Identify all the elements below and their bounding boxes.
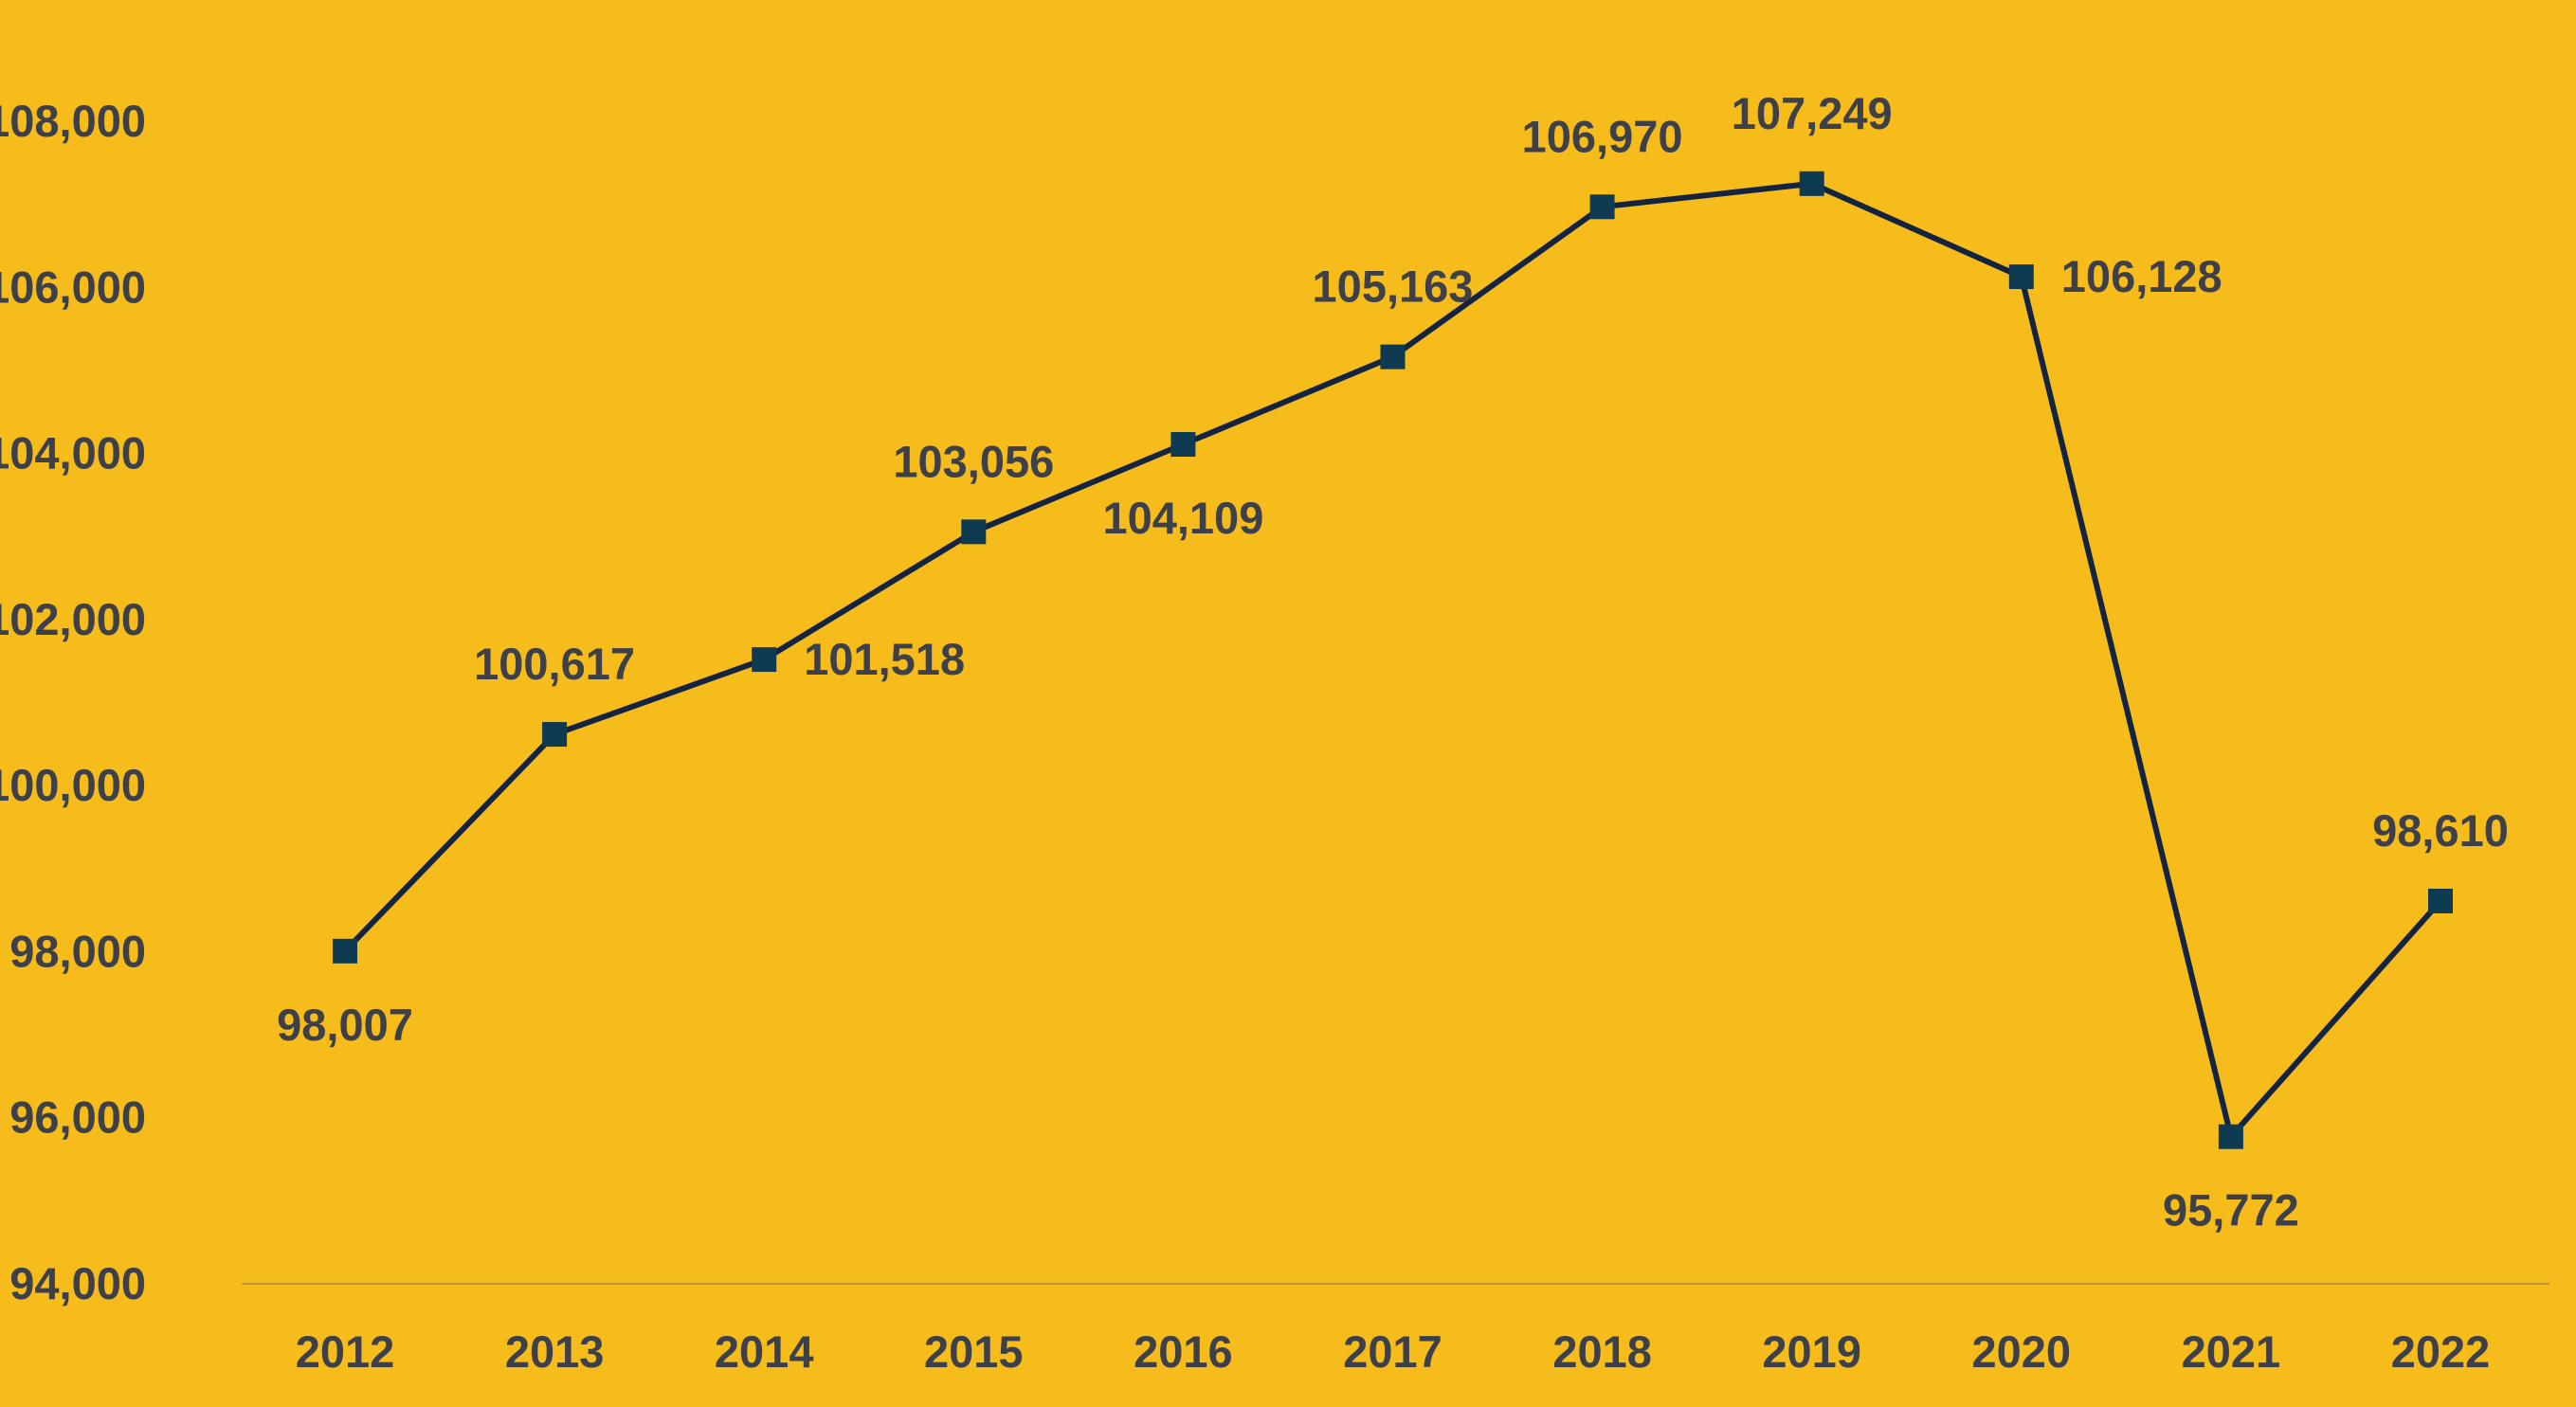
data-point-marker [1799, 171, 1824, 196]
data-labels: 98,007 100,617 101,518 103,056 104,109 105,16… [277, 88, 2509, 1236]
data-point-marker [752, 647, 777, 673]
data-label: 107,249 [1732, 88, 1893, 138]
data-label: 106,128 [2061, 251, 2222, 301]
data-label: 95,772 [2163, 1185, 2299, 1236]
data-label: 105,163 [1313, 262, 1474, 312]
series-line [342, 180, 2443, 1140]
x-tick-label: 2017 [1343, 1326, 1442, 1377]
data-label: 98,007 [277, 1000, 413, 1050]
y-tick-label: 108,000 [0, 96, 146, 146]
x-tick-label: 2013 [505, 1326, 605, 1377]
data-point-marker [2008, 264, 2034, 290]
y-tick-label: 100,000 [0, 760, 146, 810]
data-label: 100,617 [474, 639, 635, 689]
data-point-marker [1589, 194, 1615, 220]
y-tick-label: 102,000 [0, 594, 146, 644]
data-label: 98,610 [2372, 805, 2509, 856]
series-polyline [342, 180, 2443, 1140]
data-label: 106,970 [1522, 111, 1683, 161]
data-point-marker [1380, 344, 1406, 370]
data-point-marker [2428, 888, 2453, 913]
series-markers [333, 171, 2453, 1149]
x-tick-label: 2018 [1552, 1326, 1652, 1377]
x-tick-label: 2015 [924, 1326, 1024, 1377]
data-point-marker [542, 722, 568, 748]
data-point-marker [333, 938, 357, 964]
y-tick-label: 96,000 [9, 1092, 146, 1143]
data-label: 103,056 [893, 436, 1054, 486]
x-tick-label: 2022 [2391, 1326, 2491, 1377]
data-point-marker [961, 519, 987, 545]
x-tick-label: 2014 [715, 1326, 814, 1377]
y-tick-label: 98,000 [9, 926, 146, 976]
y-tick-label: 104,000 [0, 428, 146, 478]
x-tick-label: 2021 [2182, 1326, 2281, 1377]
x-axis: 2012 2013 2014 2015 2016 2017 2018 2019 2020 2021… [296, 1326, 2491, 1377]
y-tick-label: 94,000 [9, 1258, 146, 1308]
x-tick-label: 2019 [1762, 1326, 1861, 1377]
y-axis: 94,000 96,000 98,000 100,000 102,000 104,000 1… [0, 96, 146, 1308]
data-label: 104,109 [1102, 493, 1263, 543]
x-tick-label: 2020 [1972, 1326, 2072, 1377]
data-label: 101,518 [804, 634, 965, 684]
data-point-marker [1170, 432, 1196, 458]
x-tick-label: 2016 [1134, 1326, 1233, 1377]
y-tick-label: 106,000 [0, 262, 146, 312]
x-tick-label: 2012 [296, 1326, 395, 1377]
data-point-marker [2218, 1124, 2243, 1149]
